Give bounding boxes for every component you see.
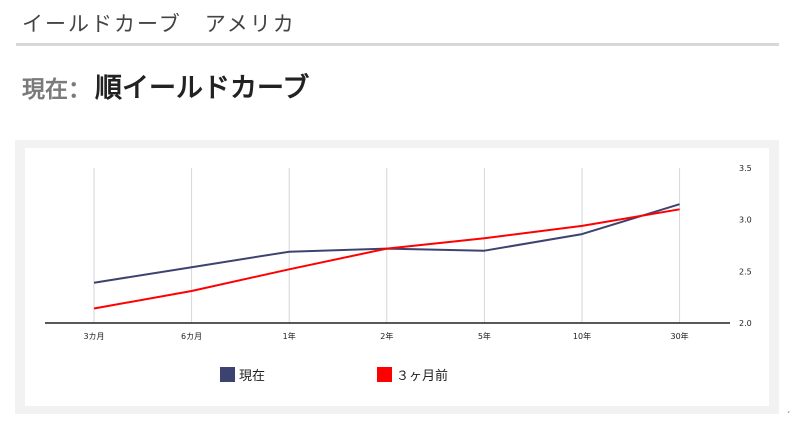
legend-swatch bbox=[377, 367, 392, 382]
x-tick-labels: 3カ月 6カ月 1年 2年 5年 10年 30年 bbox=[83, 331, 688, 341]
corner-mark: ˏ bbox=[786, 404, 791, 414]
legend: 現在 ３ヶ月前 bbox=[220, 367, 448, 384]
y-tick-label: 3.0 bbox=[739, 216, 752, 225]
status-prefix: 現在： bbox=[22, 77, 91, 103]
y-tick-label: 2.0 bbox=[739, 319, 752, 328]
x-tick-label: 2年 bbox=[380, 331, 393, 341]
legend-label: ３ヶ月前 bbox=[396, 368, 448, 384]
series-line-three-months-ago bbox=[93, 208, 680, 310]
series-layer bbox=[93, 203, 680, 310]
legend-swatch bbox=[220, 367, 235, 382]
y-tick-label: 3.5 bbox=[739, 164, 752, 173]
status-value: 順イールドカーブ bbox=[95, 73, 310, 104]
x-tick-label: 10年 bbox=[573, 331, 591, 341]
yield-curve-status: 現在： 順イールドカーブ bbox=[22, 66, 309, 105]
y-tick-labels: 3.5 3.0 2.5 2.0 bbox=[739, 164, 752, 328]
chart-panel: 3カ月 6カ月 1年 2年 5年 10年 30年 3.5 3.0 2.5 2.0 現在 ３ヶ月前 bbox=[15, 140, 779, 414]
page-header: イールドカーブ アメリカ bbox=[16, 0, 779, 46]
x-tick-label: 3カ月 bbox=[83, 332, 104, 341]
chart-container: 3カ月 6カ月 1年 2年 5年 10年 30年 3.5 3.0 2.5 2.0 現在 ３ヶ月前 bbox=[25, 148, 769, 406]
page-title: イールドカーブ アメリカ bbox=[22, 12, 296, 36]
y-tick-label: 2.5 bbox=[739, 267, 752, 276]
x-tick-label: 30年 bbox=[671, 331, 689, 341]
legend-label: 現在 bbox=[239, 369, 265, 384]
yield-curve-chart: 3カ月 6カ月 1年 2年 5年 10年 30年 3.5 3.0 2.5 2.0 現在 ３ヶ月前 bbox=[45, 164, 752, 384]
x-tick-label: 6カ月 bbox=[181, 332, 202, 341]
x-tick-label: 1年 bbox=[283, 331, 296, 341]
x-tick-label: 5年 bbox=[478, 331, 491, 341]
grid-layer bbox=[93, 168, 681, 323]
